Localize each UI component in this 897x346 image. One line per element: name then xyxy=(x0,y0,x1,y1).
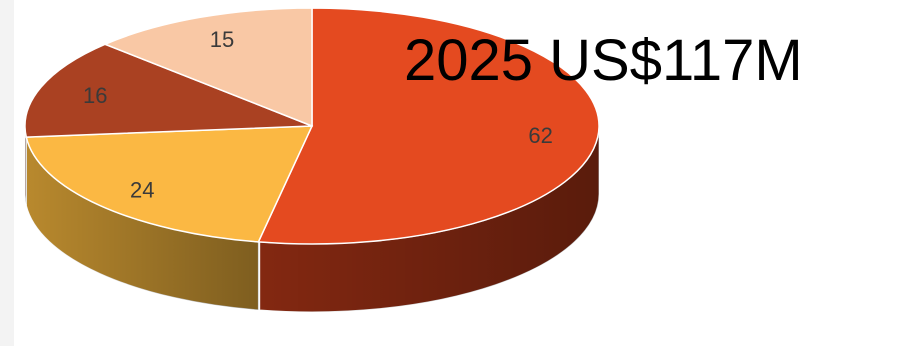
pie-slices xyxy=(24,7,600,245)
data-label-0: 62 xyxy=(528,123,552,148)
slice-0 xyxy=(257,7,600,245)
left-edge-strip xyxy=(0,0,14,346)
slice-1 xyxy=(25,125,314,243)
chart-title: 2025 US$117M xyxy=(404,28,803,93)
slice-side-shade-1 xyxy=(26,137,259,310)
data-label-1: 24 xyxy=(130,178,154,203)
pie-data-labels: 62 24 16 15 xyxy=(83,27,553,202)
data-label-3: 15 xyxy=(210,27,234,52)
slice-2 xyxy=(24,43,313,138)
pie-sides xyxy=(24,125,600,313)
slice-side-shade-0 xyxy=(259,126,600,312)
slice-side-shade-2 xyxy=(25,126,27,206)
slice-3 xyxy=(103,7,313,128)
data-label-2: 16 xyxy=(83,83,107,108)
